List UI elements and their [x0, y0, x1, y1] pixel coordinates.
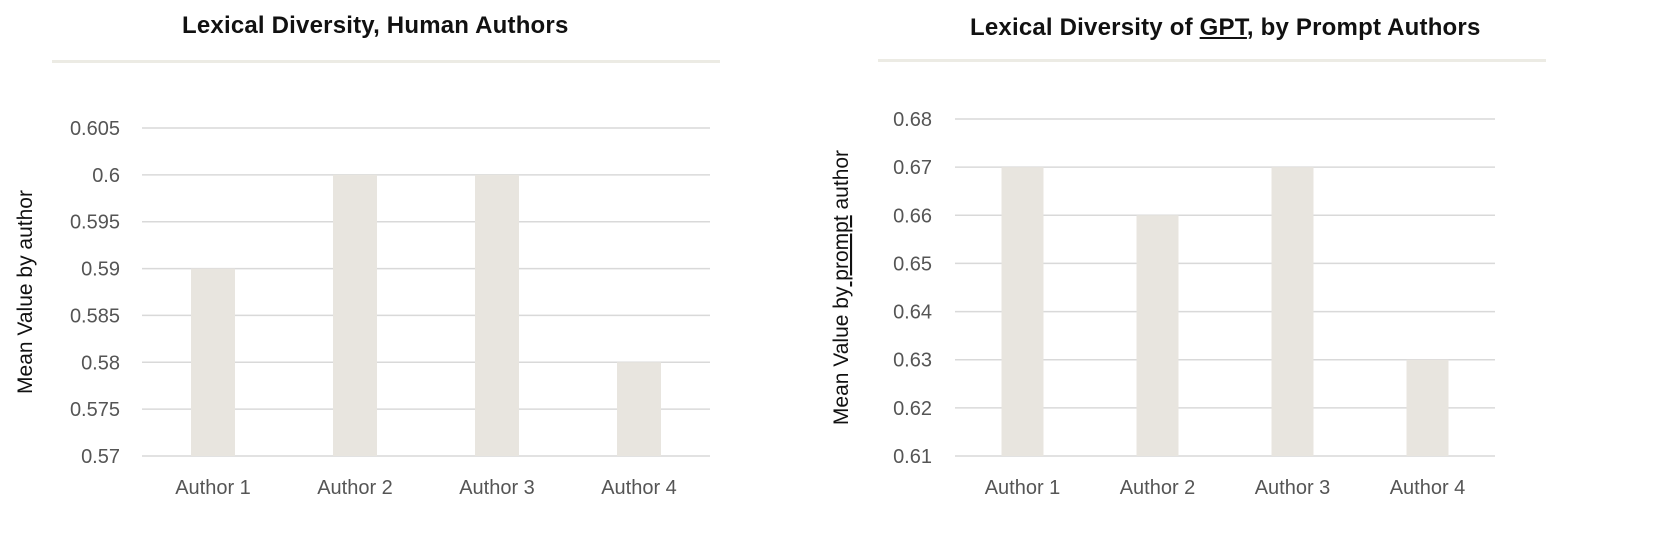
y-tick-label: 0.585	[70, 305, 120, 327]
y-tick-label: 0.66	[893, 205, 932, 227]
y-tick-label: 0.595	[70, 212, 120, 234]
x-tick-label: Author 1	[175, 477, 251, 499]
bar	[191, 268, 235, 456]
y-tick-label: 0.605	[70, 118, 120, 140]
title-part-1: Lexical Diversity of	[970, 14, 1200, 41]
bar	[1406, 359, 1449, 456]
x-tick-label: Author 1	[985, 477, 1061, 499]
x-tick-label: Author 2	[1120, 477, 1196, 499]
y-tick-label: 0.62	[893, 398, 932, 420]
y-tick-label: 0.57	[81, 446, 120, 468]
chart-human-authors: Lexical Diversity, Human Authors 0.57 0.5…	[0, 0, 800, 539]
y-tick-label: 0.59	[81, 259, 120, 281]
title-underline	[878, 59, 1546, 62]
title-part-2: , by Prompt Authors	[1246, 14, 1481, 41]
y-axis-label: Mean Value by prompt author	[830, 150, 853, 425]
x-tick-label: Author 4	[1390, 477, 1466, 499]
y-tick-label: 0.68	[893, 109, 932, 131]
y-tick-label: 0.67	[893, 157, 932, 179]
y-tick-label: 0.64	[893, 302, 932, 324]
x-tick-label: Author 4	[601, 477, 677, 499]
bar	[1136, 215, 1179, 456]
y-tick-label: 0.61	[893, 446, 932, 468]
x-tick-label: Author 3	[459, 477, 535, 499]
chart-plot: 0.61 0.62 0.63 0.64 0.65 0.66 0.67 0.68 Author 1…	[830, 109, 1495, 499]
title-part-gpt: GPT	[1199, 14, 1247, 41]
y-tick-label: 0.63	[893, 350, 932, 372]
x-tick-label: Author 2	[317, 477, 393, 499]
y-tick-label: 0.6	[92, 165, 120, 187]
x-tick-label: Author 3	[1255, 477, 1331, 499]
bar	[475, 174, 519, 456]
y-tick-label: 0.575	[70, 399, 120, 421]
chart-plot: 0.57 0.575 0.58 0.585 0.59 0.595 0.6 0.605 Autho…	[14, 118, 710, 499]
bar	[1001, 167, 1044, 456]
bar	[617, 362, 661, 456]
bar	[333, 174, 377, 456]
bar	[1271, 167, 1314, 456]
title-underline	[52, 60, 720, 63]
chart-title: Lexical Diversity, Human Authors	[182, 12, 569, 39]
y-tick-label: 0.58	[81, 352, 120, 374]
chart-title: Lexical Diversity of GPT, by Prompt Auth…	[970, 14, 1481, 42]
chart-gpt-prompt-authors: Lexical Diversity of GPT, by Prompt Auth…	[830, 0, 1655, 539]
y-tick-label: 0.65	[893, 253, 932, 275]
y-axis-label: Mean Value by author	[14, 190, 37, 394]
